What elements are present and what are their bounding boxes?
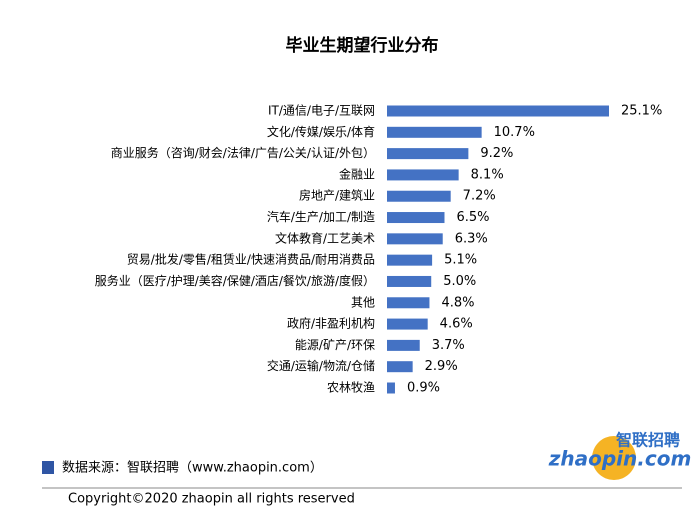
bar [387, 297, 430, 309]
value-label: 3.7% [432, 338, 465, 353]
logo-domain: zhaopin.com [548, 447, 692, 471]
value-label: 6.3% [455, 231, 488, 246]
category-label: 政府/非盈利机构 [287, 316, 375, 331]
bar [387, 361, 413, 373]
logo-name: 智联招聘 [616, 431, 680, 450]
bar [387, 382, 395, 394]
bar [387, 212, 445, 224]
category-label: 能源/矿产/环保 [295, 338, 375, 352]
bar [387, 126, 482, 138]
value-label: 5.1% [444, 253, 477, 268]
bar [387, 233, 443, 245]
source: 数据来源：智联招聘（www.zhaopin.com） [62, 461, 323, 476]
category-label: 金融业 [339, 166, 375, 181]
category-label: 其他 [351, 295, 375, 309]
category-label: IT/通信/电子/互联网 [268, 104, 375, 118]
bar [387, 339, 420, 351]
value-label: 4.6% [440, 317, 473, 332]
value-label: 25.1% [621, 104, 662, 119]
value-label: 0.9% [407, 381, 440, 396]
category-label: 文化/传媒/娱乐/体育 [267, 124, 375, 139]
bar [387, 190, 451, 202]
chart-title: 毕业生期望行业分布 [286, 35, 439, 56]
category-label: 农林牧渔 [327, 381, 375, 395]
value-label: 9.2% [480, 146, 513, 161]
copyright: Copyright©2020 zhaopin all rights reserv… [68, 492, 355, 507]
category-label: 房地产/建筑业 [299, 188, 375, 203]
category-label: 交通/运输/物流/仓储 [267, 358, 375, 373]
logo-circle [592, 436, 636, 480]
category-label: 服务业（医疗/护理/美容/保健/酒店/餐饮/旅游/度假） [95, 273, 375, 288]
source-marker [42, 461, 54, 474]
value-label: 5.0% [443, 274, 476, 289]
category-label: 商业服务（咨询/财会/法律/广告/公关/认证/外包） [111, 145, 375, 160]
bar [387, 148, 469, 160]
value-label: 2.9% [425, 359, 458, 374]
value-label: 7.2% [463, 189, 496, 204]
bar [387, 254, 433, 266]
category-label: 汽车/生产/加工/制造 [267, 209, 375, 224]
value-label: 10.7% [494, 125, 535, 140]
category-label: 文体教育/工艺美术 [275, 230, 375, 245]
logo: 智联招聘 zhaopin.com [548, 431, 692, 480]
bar [387, 169, 459, 181]
bar [387, 275, 432, 287]
bar [387, 318, 428, 330]
value-label: 4.8% [441, 295, 474, 310]
category-label: 贸易/批发/零售/租赁业/快速消费品/耐用消费品 [127, 252, 375, 267]
bar [387, 105, 609, 117]
value-label: 8.1% [471, 167, 504, 182]
value-label: 6.5% [456, 210, 489, 225]
